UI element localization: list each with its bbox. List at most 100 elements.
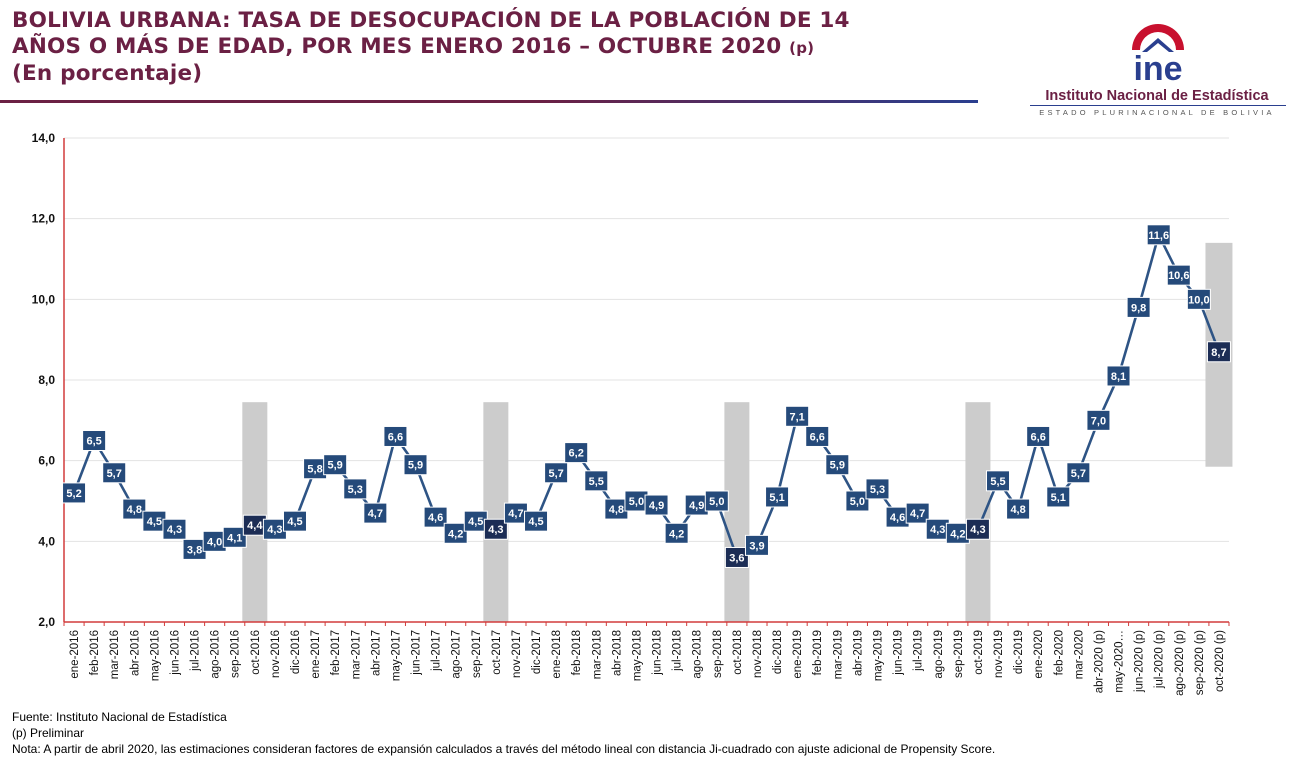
x-tick-label: mar-2017 [350,630,362,679]
x-tick-label: oct-2019 [973,630,985,675]
ine-logo: ine Instituto Nacional de Estadística ES… [1026,12,1288,122]
methodology-note: Nota: A partir de abril 2020, las estima… [12,742,996,756]
x-tick-label: ene-2018 [551,630,563,679]
chart-title-line-1: BOLIVIA URBANA: TASA DE DESOCUPACIÓN DE … [12,8,850,33]
y-tick-label: 8,0 [38,373,55,387]
data-label: 8,1 [1111,371,1126,383]
data-point [82,430,107,451]
x-tick-label: nov-2016 [270,630,282,678]
x-tick-label: may-2016 [149,630,161,681]
data-labels: 5,2 6,5 5,7 4,8 4,5 4,3 3,8 4,0 4,1 4,4 4,3 4,5 5,8 5… [62,224,1231,568]
data-label: 5,2 [66,488,81,500]
data-point [162,518,187,540]
x-tick-label: jul-2020 (p) [1154,630,1166,689]
x-tick-label: may-2017 [390,630,402,681]
data-label: 5,0 [629,496,644,508]
x-tick-label: jun-2020 (p) [1134,630,1146,693]
x-tick-label: mar-2020 [1073,630,1085,679]
x-tick-label: ago-2018 [692,630,704,679]
data-point [483,518,508,540]
x-tick-label: feb-2020 [1053,630,1065,675]
data-point [544,462,569,484]
data-point [323,454,348,476]
chart-title-line-2: AÑOS O MÁS DE EDAD, POR MES ENERO 2016 –… [12,34,972,61]
grid-lines [64,137,1229,542]
data-label: 4,1 [227,532,242,544]
data-label: 4,5 [528,516,543,528]
x-tick-label: abr-2016 [129,630,141,676]
data-point [805,425,830,447]
x-tick-label: nov-2017 [511,630,523,678]
data-label: 5,7 [548,468,563,480]
x-tick-labels: ene-2016 feb-2016 mar-2016 abr-2016 may-2016… [63,622,1230,696]
data-label: 5,7 [1071,468,1086,480]
data-point [122,498,147,520]
x-tick-label: jul-2018 [672,630,684,672]
data-point [363,502,388,524]
x-tick-label: ago-2016 [210,630,222,679]
preliminary-mark: (p) [789,39,815,57]
x-tick-label: jun-2017 [411,630,423,676]
data-label: 4,5 [468,516,483,528]
x-tick-label: dic-2016 [290,630,302,674]
data-label: 5,1 [1051,492,1066,504]
x-tick-label: oct-2016 [250,630,262,675]
x-tick-label: jun-2019 [893,630,905,676]
x-tick-label: feb-2016 [89,630,101,675]
data-point [965,518,990,540]
x-tick-label: jun-2016 [169,630,181,676]
data-point [1186,288,1211,310]
x-tick-label: ago-2020 (p) [1174,630,1186,696]
data-label: 5,5 [990,476,1005,488]
data-label: 4,8 [609,504,624,516]
data-label: 4,3 [488,524,503,536]
data-label: 3,8 [187,544,202,556]
x-tick-label: jul-2017 [431,630,443,672]
data-label: 4,8 [1010,504,1025,516]
logo-roof-icon [1142,38,1174,52]
data-label: 5,9 [328,460,343,472]
data-label: 4,9 [689,500,704,512]
data-point [62,482,87,504]
data-point [383,425,408,447]
data-label: 4,2 [669,528,684,540]
x-tick-label: ene-2019 [792,630,804,679]
x-tick-label: jul-2019 [913,630,925,672]
x-tick-label: feb-2017 [330,630,342,675]
data-point [1006,498,1031,520]
data-point [1106,365,1131,387]
data-point [524,510,549,532]
data-label: 6,2 [569,448,584,460]
data-label: 5,0 [709,496,724,508]
x-tick-label: jul-2016 [190,630,202,672]
data-point [423,506,448,528]
data-point [986,470,1011,492]
y-tick-label: 6,0 [38,454,55,468]
preliminary-note: (p) Preliminar [12,726,85,740]
data-label: 5,1 [769,492,784,504]
data-label: 4,3 [970,524,985,536]
data-label: 4,6 [890,512,905,524]
data-point [1026,425,1051,447]
data-label: 6,6 [388,431,403,443]
data-label: 4,2 [950,528,965,540]
data-label: 5,0 [850,496,865,508]
footer: Fuente: Instituto Nacional de Estadístic… [12,709,995,757]
data-point [704,490,729,512]
chart-title-line-2-text: AÑOS O MÁS DE EDAD, POR MES ENERO 2016 –… [12,34,782,59]
data-label: 4,7 [368,508,383,520]
x-tick-label: ago-2019 [933,630,945,679]
data-label: 5,7 [107,468,122,480]
data-label: 4,0 [207,536,222,548]
x-tick-label: dic-2019 [1013,630,1025,674]
data-label: 10,6 [1168,270,1189,282]
y-tick-label: 12,0 [32,212,56,226]
x-tick-label: feb-2019 [812,630,824,675]
x-tick-label: abr-2017 [370,630,382,676]
x-tick-label: nov-2019 [993,630,1005,678]
data-point [1046,486,1071,508]
data-label: 4,7 [910,508,925,520]
x-tick-label: ene-2016 [69,630,81,679]
data-label: 4,4 [247,520,263,532]
y-tick-label: 14,0 [32,131,56,145]
